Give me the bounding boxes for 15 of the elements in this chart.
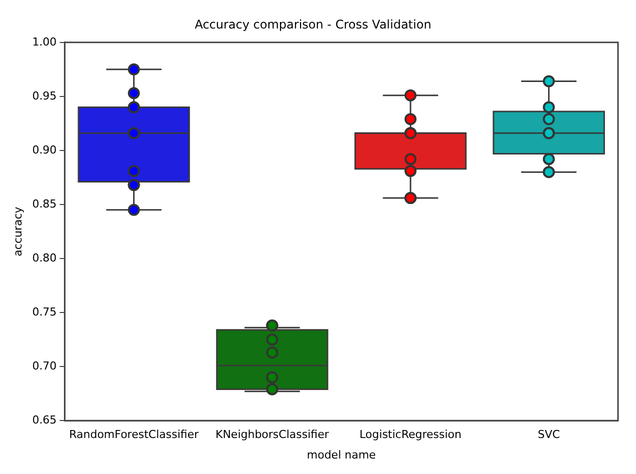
- y-tick-label: 0.95: [32, 89, 57, 102]
- x-axis-title: model name: [306, 448, 376, 462]
- y-axis-title: accuracy: [11, 206, 24, 256]
- y-tick-label: 0.85: [32, 197, 57, 210]
- y-tick-label: 0.65: [32, 413, 57, 426]
- y-tick-label: 0.75: [32, 305, 57, 318]
- y-tick-label: 0.80: [32, 251, 57, 264]
- x-tick-label: RandomForestClassifier: [69, 428, 200, 442]
- y-tick-label: 0.70: [32, 359, 57, 372]
- x-tick-label: LogisticRegression: [359, 428, 462, 442]
- x-tick-label: SVC: [538, 428, 560, 442]
- y-tick-label: 0.90: [32, 143, 57, 156]
- chart-title: Accuracy comparison - Cross Validation: [194, 17, 432, 32]
- x-tick-label: KNeighborsClassifier: [215, 428, 330, 442]
- y-tick-label: 1.00: [32, 35, 57, 48]
